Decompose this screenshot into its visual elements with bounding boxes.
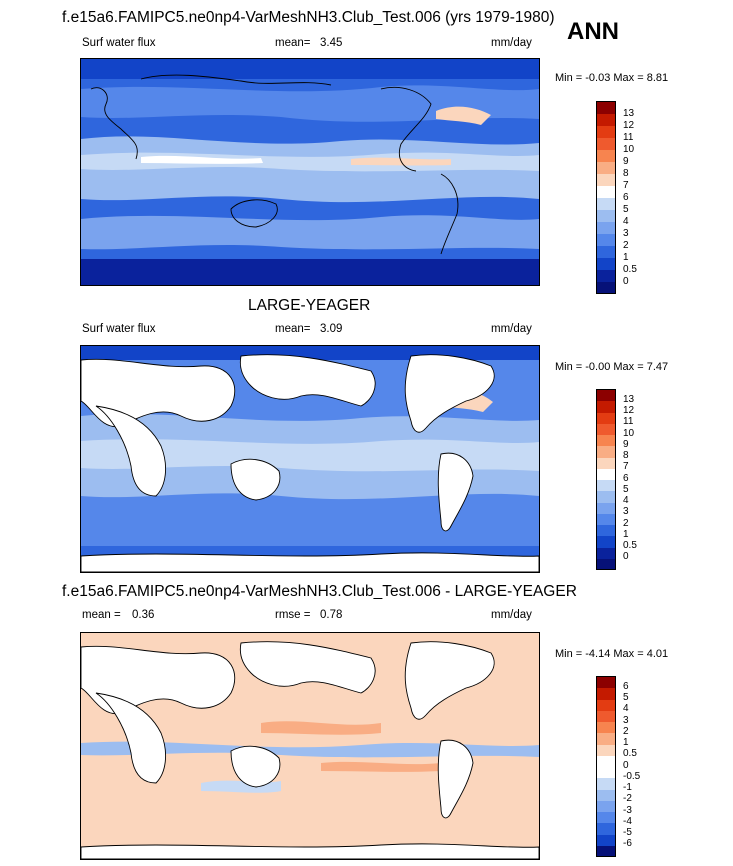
panel2-tick: 9 bbox=[623, 439, 629, 450]
panel2-mean-value: 3.09 bbox=[320, 323, 343, 335]
season-label: ANN bbox=[567, 18, 619, 45]
panel2-tick: 6 bbox=[623, 473, 629, 484]
panel1-mean-value: 3.45 bbox=[320, 37, 343, 49]
panel3-tick: -0.5 bbox=[623, 771, 641, 782]
panel1-tick: 8 bbox=[623, 168, 629, 179]
panel1-tick: 2 bbox=[623, 240, 629, 251]
panel3-colorbar: 6 5 4 3 2 1 0.5 0 -0.5 -1 -2 -3 -4 -5 -6 bbox=[596, 676, 640, 857]
panel3-tick: -1 bbox=[623, 782, 632, 793]
panel2-tick: 0 bbox=[623, 551, 629, 562]
panel1-minmax: Min = -0.03 Max = 8.81 bbox=[555, 72, 669, 84]
panel3-tick: 5 bbox=[623, 692, 629, 703]
panel2-tick: 7 bbox=[623, 461, 629, 472]
panel1-map bbox=[80, 58, 540, 286]
panel2-tick: 12 bbox=[623, 405, 635, 416]
panel3-tick: 2 bbox=[623, 726, 629, 737]
panel3-rmse-label: rmse = bbox=[275, 609, 311, 621]
panel2-tick: 13 bbox=[623, 394, 635, 405]
panel1-tick: 1 bbox=[623, 252, 629, 263]
panel1-tick: 10 bbox=[623, 144, 635, 155]
panel3-mean-value: 0.36 bbox=[132, 609, 155, 621]
panel2-tick: 2 bbox=[623, 518, 629, 529]
panel3-map bbox=[80, 632, 540, 860]
panel3-tick: 4 bbox=[623, 703, 629, 714]
panel3-tick: 3 bbox=[623, 715, 629, 726]
panel2-subtitle: LARGE-YEAGER bbox=[248, 297, 371, 314]
panel1-colorbar: 13 12 11 10 9 8 7 6 5 4 3 2 1 0.5 0 bbox=[596, 101, 637, 294]
panel1-field-label: Surf water flux bbox=[82, 37, 156, 49]
panel3-tick: -6 bbox=[623, 838, 632, 849]
panel2-tick: 4 bbox=[623, 495, 629, 506]
panel1-tick: 11 bbox=[623, 132, 634, 143]
panel1-units: mm/day bbox=[491, 37, 532, 49]
panel2-minmax: Min = -0.00 Max = 7.47 bbox=[555, 361, 669, 373]
panel3-tick: 0.5 bbox=[623, 748, 637, 759]
panel2-tick: 11 bbox=[623, 416, 634, 427]
panel1-tick: 5 bbox=[623, 204, 629, 215]
panel1-tick: 0.5 bbox=[623, 264, 637, 275]
panel1-tick: 12 bbox=[623, 120, 635, 131]
panel2-units: mm/day bbox=[491, 323, 532, 335]
panel2-tick: 10 bbox=[623, 428, 635, 439]
panel2-tick: 5 bbox=[623, 484, 629, 495]
panel1-tick: 3 bbox=[623, 228, 629, 239]
panel3-tick: -5 bbox=[623, 827, 632, 838]
panel3-tick: -3 bbox=[623, 805, 632, 816]
panel3-tick: -2 bbox=[623, 793, 632, 804]
panel1-tick: 0 bbox=[623, 276, 629, 287]
panel2-tick: 8 bbox=[623, 450, 629, 461]
panel3-mean-label: mean = bbox=[82, 609, 121, 621]
panel3-rmse-value: 0.78 bbox=[320, 609, 343, 621]
panel3-minmax: Min = -4.14 Max = 4.01 bbox=[555, 648, 669, 660]
panel3-title: f.e15a6.FAMIPC5.ne0np4-VarMeshNH3.Club_T… bbox=[62, 583, 577, 600]
page-title: f.e15a6.FAMIPC5.ne0np4-VarMeshNH3.Club_T… bbox=[62, 9, 555, 26]
panel1-tick: 7 bbox=[623, 180, 629, 191]
panel1-tick: 6 bbox=[623, 192, 629, 203]
panel3-tick: 0 bbox=[623, 760, 629, 771]
panel3-tick: -4 bbox=[623, 816, 632, 827]
panel2-map bbox=[80, 345, 540, 573]
panel3-tick: 6 bbox=[623, 681, 629, 692]
panel2-mean-label: mean= bbox=[275, 323, 311, 335]
panel1-mean-label: mean= bbox=[275, 37, 311, 49]
panel2-colorbar: 13 12 11 10 9 8 7 6 5 4 3 2 1 0.5 0 bbox=[596, 389, 637, 570]
panel2-tick: 0.5 bbox=[623, 540, 637, 551]
panel1-tick: 4 bbox=[623, 216, 629, 227]
panel3-units: mm/day bbox=[491, 609, 532, 621]
panel2-field-label: Surf water flux bbox=[82, 323, 156, 335]
panel2-tick: 3 bbox=[623, 506, 629, 517]
panel2-tick: 1 bbox=[623, 529, 629, 540]
panel1-tick: 9 bbox=[623, 156, 629, 167]
panel1-tick: 13 bbox=[623, 108, 635, 119]
panel3-tick: 1 bbox=[623, 737, 629, 748]
